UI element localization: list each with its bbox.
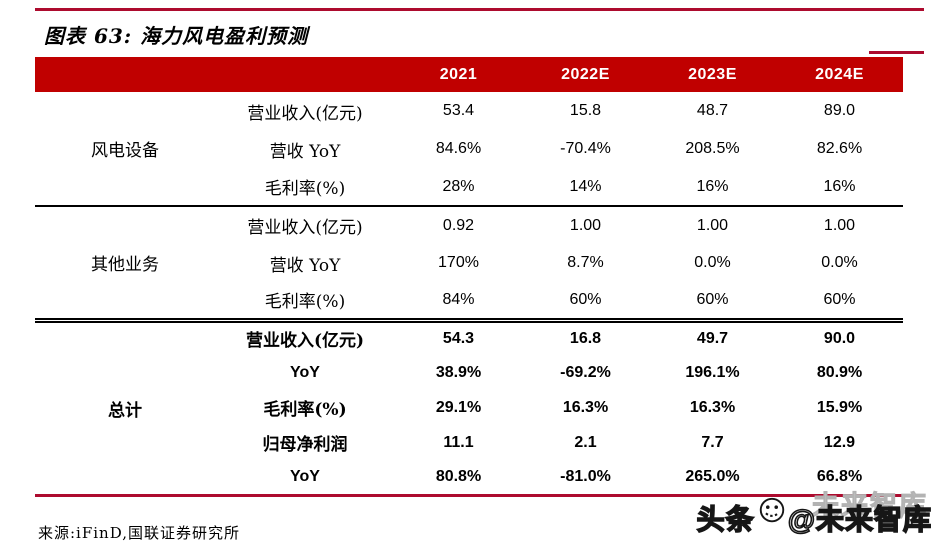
cell-value: 7.7 <box>701 433 724 451</box>
cell-value: 90.0 <box>823 329 856 347</box>
cell-value: 28% <box>442 177 475 195</box>
cell-value: 1.00 <box>823 216 856 234</box>
row-label: 营收 YoY <box>269 255 341 276</box>
table-row: 毛利率(%) 84% 60% 60% 60% <box>35 282 903 320</box>
watermark-ghost-text: 未来智库 <box>812 491 928 522</box>
row-label: 毛利率(%) <box>263 400 347 420</box>
row-label: 营业收入(亿元) <box>247 103 363 124</box>
group-label: 总计 <box>108 400 142 421</box>
row-label: 营业收入(亿元) <box>247 218 363 238</box>
table-row: YoY 80.8% -81.0% 265.0% 66.8% <box>35 460 903 495</box>
cell-value: 16% <box>823 177 856 195</box>
row-label: YoY <box>290 467 320 485</box>
row-label: 毛利率(%) <box>264 292 346 313</box>
table-row: 毛利率(%) 29.1% 16.3% 16.3% 15.9% <box>35 390 903 425</box>
cell-value: 29.1% <box>435 398 482 416</box>
cell-value: 49.7 <box>696 329 729 347</box>
cell-value: 16.8 <box>569 329 602 347</box>
cell-value: 0.0% <box>821 254 858 271</box>
smiley-face-icon <box>759 497 784 523</box>
cell-value: 16.3% <box>562 398 609 416</box>
cell-value: 15.8 <box>569 102 602 119</box>
group-label: 风电设备 <box>91 141 159 161</box>
cell-value: 208.5% <box>685 140 740 157</box>
table-row: 总计 营业收入(亿元) 54.3 16.8 49.7 90.0 <box>35 320 903 421</box>
column-header-2022E: 2022E <box>522 57 649 92</box>
table-row: 毛利率(%) 28% 14% 16% 16% <box>35 168 903 206</box>
cell-value: 11.1 <box>443 433 474 451</box>
source-note: 来源:iFinD,国联证券研究所 <box>38 524 240 542</box>
row-label: YoY <box>290 363 320 381</box>
cell-value: 14% <box>569 177 602 195</box>
cell-value: 89.0 <box>823 102 856 119</box>
table-row: 风电设备 营业收入(亿元) 53.4 15.8 48.7 89.0 <box>35 92 903 161</box>
column-header-2024E: 2024E <box>776 57 903 92</box>
cell-value: 38.9% <box>435 363 482 381</box>
row-label: 毛利率(%) <box>264 179 346 199</box>
cell-value: 84.6% <box>435 140 482 157</box>
cell-value: 60% <box>823 290 856 308</box>
table-section-1: 其他业务 营业收入(亿元) 0.92 1.00 1.00 1.00 营收 YoY 170% 8.… <box>35 206 903 320</box>
cell-value: 82.6% <box>816 140 863 157</box>
cell-value: 12.9 <box>823 433 856 451</box>
column-header-2021: 2021 <box>395 57 522 92</box>
cell-value: 265.0% <box>685 467 740 485</box>
watermark-main-text: 头条 @未来智库 <box>696 497 932 538</box>
cell-value: 0.92 <box>442 216 475 234</box>
watermark-prefix: 头条 <box>696 503 755 536</box>
cell-value: 15.9% <box>816 398 863 416</box>
cell-value: 54.3 <box>442 329 475 347</box>
cell-value: 0.0% <box>694 254 731 271</box>
cell-value: 60% <box>569 290 602 308</box>
table-section-2: 总计 营业收入(亿元) 54.3 16.8 49.7 90.0 YoY 38.9% -69.2%… <box>35 320 903 495</box>
cell-value: 16.3% <box>689 398 736 416</box>
row-label: 归母净利润 <box>262 435 348 455</box>
table-row: 营收 YoY 170% 8.7% 0.0% 0.0% <box>35 244 903 282</box>
cell-value: -81.0% <box>560 467 611 485</box>
table-section-0: 风电设备 营业收入(亿元) 53.4 15.8 48.7 89.0 营收 YoY 84.6% -… <box>35 92 903 206</box>
cell-value: 84% <box>442 290 475 308</box>
table-row: 其他业务 营业收入(亿元) 0.92 1.00 1.00 1.00 <box>35 206 903 275</box>
cell-value: 80.9% <box>816 363 863 381</box>
cell-value: 2.1 <box>574 433 597 451</box>
cell-value: -70.4% <box>560 140 611 157</box>
cell-value: 16% <box>696 177 729 195</box>
column-header-2023E: 2023E <box>649 57 776 92</box>
table-row: 营收 YoY 84.6% -70.4% 208.5% 82.6% <box>35 130 903 168</box>
cell-value: 60% <box>696 290 729 308</box>
watermark-handle: @未来智库 <box>787 503 932 536</box>
cell-value: 80.8% <box>435 467 482 485</box>
top-red-rule <box>35 8 924 11</box>
row-label: 营业收入(亿元) <box>245 331 365 352</box>
cell-value: 1.00 <box>569 216 602 234</box>
cell-value: 66.8% <box>816 467 863 485</box>
table-header-row: 2021 2022E 2023E 2024E <box>35 57 903 92</box>
group-label: 其他业务 <box>91 254 159 275</box>
row-label: 营收 YoY <box>269 141 341 162</box>
cell-value: 48.7 <box>696 102 729 119</box>
profit-forecast-table: 2021 2022E 2023E 2024E 风电设备 营业收入(亿元) 53.4 15.8… <box>35 57 903 497</box>
table-row: YoY 38.9% -69.2% 196.1% 80.9% <box>35 355 903 390</box>
cell-value: 1.00 <box>696 216 729 234</box>
cell-value: 196.1% <box>685 363 740 381</box>
figure-title: 图表 63: 海力风电盈利预测 <box>44 24 309 48</box>
cell-value: 170% <box>438 254 479 271</box>
cell-value: 8.7% <box>567 254 604 271</box>
watermark: 未来智库 头条 @未来智库 <box>696 484 932 548</box>
cell-value: -69.2% <box>560 363 611 381</box>
table-row: 归母净利润 11.1 2.1 7.7 12.9 <box>35 425 903 460</box>
header-spacer <box>35 57 395 92</box>
title-underline-segment <box>869 51 924 54</box>
cell-value: 53.4 <box>442 102 475 119</box>
